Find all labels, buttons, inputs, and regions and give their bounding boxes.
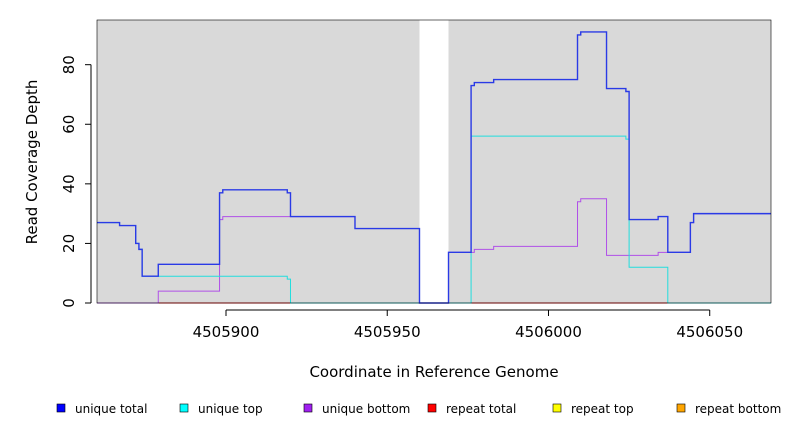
legend-swatch [303,403,313,413]
shaded-region-1 [97,20,420,303]
legend-label: unique total [75,402,147,416]
legend-swatch [56,403,66,413]
plot-frame [96,19,772,304]
axes: 0 20 40 60 80 4505900 4505950 4506000 4506050 [60,55,743,341]
y-tick-label: 20 [60,234,78,253]
legend-label: unique bottom [322,402,410,416]
x-tick-label: 4506050 [676,323,743,341]
legend-swatch [676,403,686,413]
x-tick-label: 4505900 [193,323,260,341]
legend-label: unique top [198,402,263,416]
legend: unique total unique top unique bottom repea… [56,402,781,416]
legend-swatch [179,403,189,413]
series-line-unique-total [97,31,771,304]
legend-item-repeat-bottom: repeat bottom [676,402,781,416]
legend-item-unique-top: unique top [179,402,263,416]
x-tick-label: 4506000 [515,323,582,341]
y-tick-label: 40 [60,174,78,193]
shaded-region-2 [448,20,771,303]
legend-item-repeat-top: repeat top [552,402,634,416]
legend-item-repeat-total: repeat total [427,402,516,416]
legend-swatch [427,403,437,413]
legend-item-unique-total: unique total [56,402,147,416]
x-tick-label: 4505950 [354,323,421,341]
legend-item-unique-bottom: unique bottom [303,402,410,416]
y-tick-label: 60 [60,115,78,134]
y-tick-label: 0 [60,298,78,308]
legend-swatch [552,403,562,413]
legend-label: repeat bottom [695,402,781,416]
x-axis-title: Coordinate in Reference Genome [309,363,558,381]
legend-label: repeat top [571,402,634,416]
y-tick-label: 80 [60,55,78,74]
legend-label: repeat total [446,402,516,416]
y-axis-title: Read Coverage Depth [23,80,41,245]
series-line-unique-bottom [97,198,771,304]
shaded-regions [97,20,771,303]
